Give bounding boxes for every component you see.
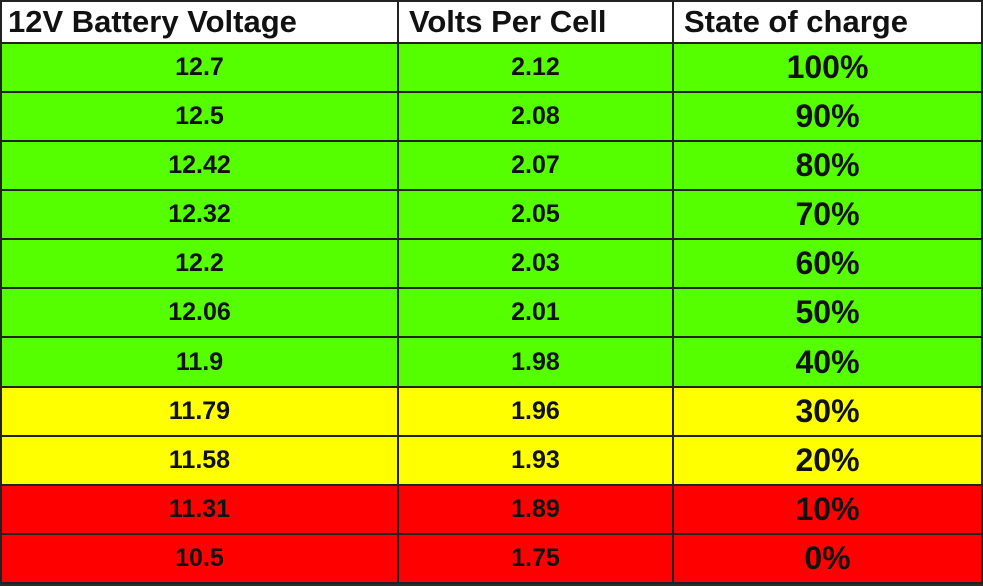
table-cell: 12.06 bbox=[0, 287, 399, 339]
table-cell: 40% bbox=[672, 336, 983, 388]
table-cell: 0% bbox=[672, 532, 983, 585]
table-row: 12.2 2.03 60% bbox=[0, 238, 983, 290]
table-row: 12.32 2.05 70% bbox=[0, 189, 983, 241]
table-row: 10.5 1.75 0% bbox=[0, 532, 983, 585]
table-cell: 10.5 bbox=[0, 532, 399, 585]
header-cell: 12V Battery Voltage bbox=[0, 0, 399, 44]
table-cell: 11.9 bbox=[0, 336, 399, 388]
table-cell: 2.05 bbox=[397, 189, 674, 241]
table-cell: 60% bbox=[672, 238, 983, 290]
table-cell: 10% bbox=[672, 483, 983, 535]
header-row: 12V Battery Voltage Volts Per Cell State o… bbox=[0, 0, 983, 44]
table-cell: 1.98 bbox=[397, 336, 674, 388]
table-row: 12.5 2.08 90% bbox=[0, 91, 983, 143]
table-cell: 70% bbox=[672, 189, 983, 241]
table-row: 11.79 1.96 30% bbox=[0, 385, 983, 437]
table-cell: 11.79 bbox=[0, 385, 399, 437]
table-cell: 20% bbox=[672, 434, 983, 486]
table-cell: 2.01 bbox=[397, 287, 674, 339]
table-cell: 11.31 bbox=[0, 483, 399, 535]
table-cell: 11.58 bbox=[0, 434, 399, 486]
table-cell: 1.89 bbox=[397, 483, 674, 535]
table-cell: 12.42 bbox=[0, 140, 399, 192]
header-cell: State of charge bbox=[672, 0, 983, 44]
table-cell: 12.7 bbox=[0, 41, 399, 94]
table-cell: 1.75 bbox=[397, 532, 674, 585]
table-row: 12.7 2.12 100% bbox=[0, 41, 983, 94]
table-cell: 12.32 bbox=[0, 189, 399, 241]
table-row: 11.31 1.89 10% bbox=[0, 483, 983, 535]
table-cell: 50% bbox=[672, 287, 983, 339]
table-row: 12.42 2.07 80% bbox=[0, 140, 983, 192]
table-row: 11.58 1.93 20% bbox=[0, 434, 983, 486]
header-cell: Volts Per Cell bbox=[397, 0, 674, 44]
table-cell: 80% bbox=[672, 140, 983, 192]
table-cell: 30% bbox=[672, 385, 983, 437]
table-row: 11.9 1.98 40% bbox=[0, 336, 983, 388]
table-cell: 2.08 bbox=[397, 91, 674, 143]
table-body: 12.7 2.12 100% 12.5 2.08 90% 12.42 2.07 80% 12.32… bbox=[0, 41, 983, 585]
table-cell: 12.2 bbox=[0, 238, 399, 290]
table-cell: 12.5 bbox=[0, 91, 399, 143]
table-row: 12.06 2.01 50% bbox=[0, 287, 983, 339]
table-cell: 90% bbox=[672, 91, 983, 143]
table-cell: 100% bbox=[672, 41, 983, 94]
table-cell: 2.07 bbox=[397, 140, 674, 192]
table-cell: 1.93 bbox=[397, 434, 674, 486]
table-header: 12V Battery Voltage Volts Per Cell State o… bbox=[0, 0, 983, 44]
table-cell: 1.96 bbox=[397, 385, 674, 437]
table-cell: 2.12 bbox=[397, 41, 674, 94]
table-cell: 2.03 bbox=[397, 238, 674, 290]
